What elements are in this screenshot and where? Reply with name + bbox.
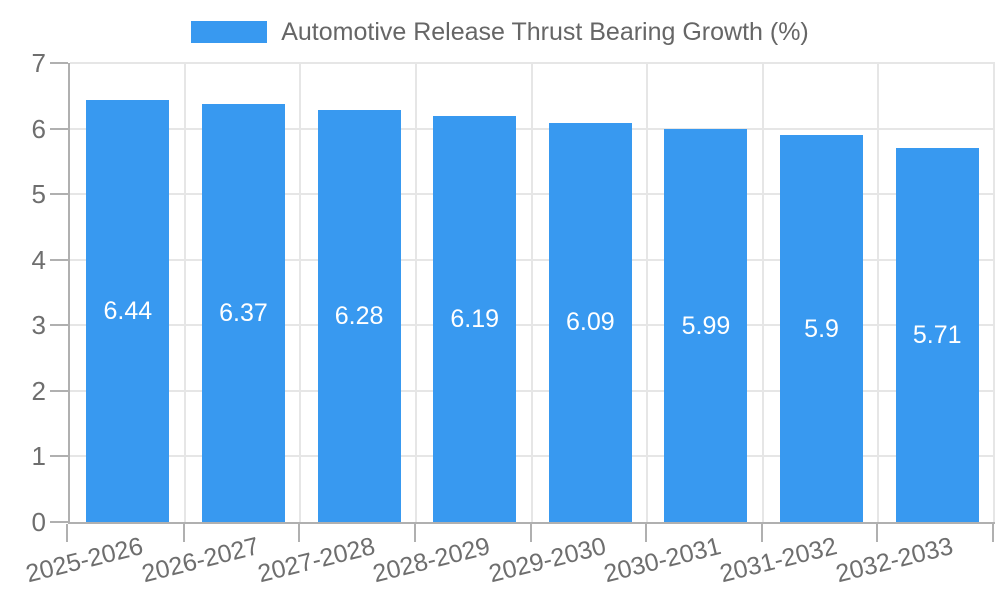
gridline-horizontal bbox=[70, 127, 995, 130]
gridline-vertical bbox=[646, 63, 649, 522]
bar-value-label: 5.99 bbox=[681, 311, 731, 340]
x-tick-label: 2026-2027 bbox=[138, 532, 262, 589]
bar[interactable]: 5.9 bbox=[780, 135, 864, 522]
y-axis-tick bbox=[50, 324, 68, 327]
x-tick-label: 2031-2032 bbox=[717, 532, 840, 589]
bar[interactable]: 5.99 bbox=[664, 129, 748, 522]
y-axis-tick bbox=[50, 258, 68, 261]
gridline-horizontal bbox=[70, 324, 995, 327]
y-tick-label: 1 bbox=[31, 441, 46, 472]
y-axis-tick bbox=[50, 455, 68, 458]
legend-swatch-icon bbox=[191, 21, 268, 43]
x-axis-tick bbox=[66, 524, 68, 542]
x-axis-tick bbox=[413, 524, 416, 542]
x-axis-tick bbox=[182, 524, 185, 542]
y-tick-label: 3 bbox=[31, 310, 46, 341]
x-tick-label: 2029-2030 bbox=[485, 532, 609, 589]
x-axis-tick bbox=[529, 524, 532, 542]
x-axis-tick bbox=[876, 524, 879, 542]
y-tick-label: 4 bbox=[31, 244, 46, 275]
gridline-horizontal bbox=[70, 258, 995, 261]
x-tick-label: 2025-2026 bbox=[23, 532, 147, 589]
x-tick-label: 2028-2029 bbox=[370, 532, 493, 589]
bar-value-label: 5.71 bbox=[912, 320, 962, 349]
gridline-vertical bbox=[993, 63, 995, 522]
legend[interactable]: Automotive Release Thrust Bearing Growth… bbox=[0, 17, 1000, 47]
bar-value-label: 6.37 bbox=[219, 299, 268, 328]
bar[interactable]: 6.44 bbox=[86, 99, 170, 522]
y-tick-label: 2 bbox=[31, 375, 46, 406]
y-axis-tick bbox=[50, 127, 68, 130]
y-tick-label: 6 bbox=[31, 113, 46, 144]
x-axis-tick bbox=[760, 524, 763, 542]
y-axis-tick bbox=[50, 521, 68, 523]
gridline-vertical bbox=[530, 63, 533, 522]
gridline-horizontal bbox=[70, 193, 995, 196]
gridline-vertical bbox=[761, 63, 764, 522]
bar-value-label: 5.9 bbox=[804, 314, 839, 343]
gridline-horizontal bbox=[70, 455, 995, 458]
bar[interactable]: 5.71 bbox=[895, 147, 979, 522]
legend-label: Automotive Release Thrust Bearing Growth… bbox=[281, 18, 809, 46]
gridline-horizontal bbox=[70, 62, 995, 64]
y-tick-label: 7 bbox=[31, 48, 46, 78]
x-axis-tick bbox=[992, 524, 994, 542]
bar[interactable]: 6.19 bbox=[433, 116, 517, 522]
x-tick-label: 2030-2031 bbox=[601, 532, 725, 589]
bar[interactable]: 6.09 bbox=[548, 122, 632, 522]
y-axis-tick bbox=[50, 389, 68, 392]
x-tick-label: 2032-2033 bbox=[832, 532, 956, 589]
y-axis-tick bbox=[50, 62, 68, 64]
x-tick-label: 2027-2028 bbox=[254, 532, 378, 589]
y-tick-label: 0 bbox=[31, 507, 46, 537]
gridline-horizontal bbox=[70, 389, 995, 392]
x-axis-tick bbox=[645, 524, 648, 542]
gridline-vertical bbox=[877, 63, 880, 522]
bar-value-label: 6.09 bbox=[565, 308, 615, 337]
bar[interactable]: 6.37 bbox=[201, 104, 285, 522]
plot-area: 6.44 6.37 6.28 6.19 6.09 5.99 5.9 5.71 bbox=[68, 62, 995, 524]
gridline-vertical bbox=[183, 63, 186, 522]
bar[interactable]: 6.28 bbox=[317, 110, 401, 522]
y-axis-tick bbox=[50, 193, 68, 196]
gridline-vertical bbox=[299, 63, 302, 522]
x-axis-tick bbox=[298, 524, 301, 542]
y-tick-label: 5 bbox=[31, 179, 46, 210]
bar-value-label: 6.19 bbox=[450, 305, 500, 334]
bar-value-label: 6.28 bbox=[334, 302, 384, 331]
gridline-vertical bbox=[414, 63, 417, 522]
bar-value-label: 6.44 bbox=[103, 296, 153, 325]
